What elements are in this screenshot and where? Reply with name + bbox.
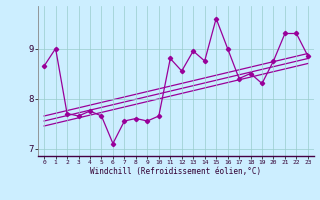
X-axis label: Windchill (Refroidissement éolien,°C): Windchill (Refroidissement éolien,°C) <box>91 167 261 176</box>
